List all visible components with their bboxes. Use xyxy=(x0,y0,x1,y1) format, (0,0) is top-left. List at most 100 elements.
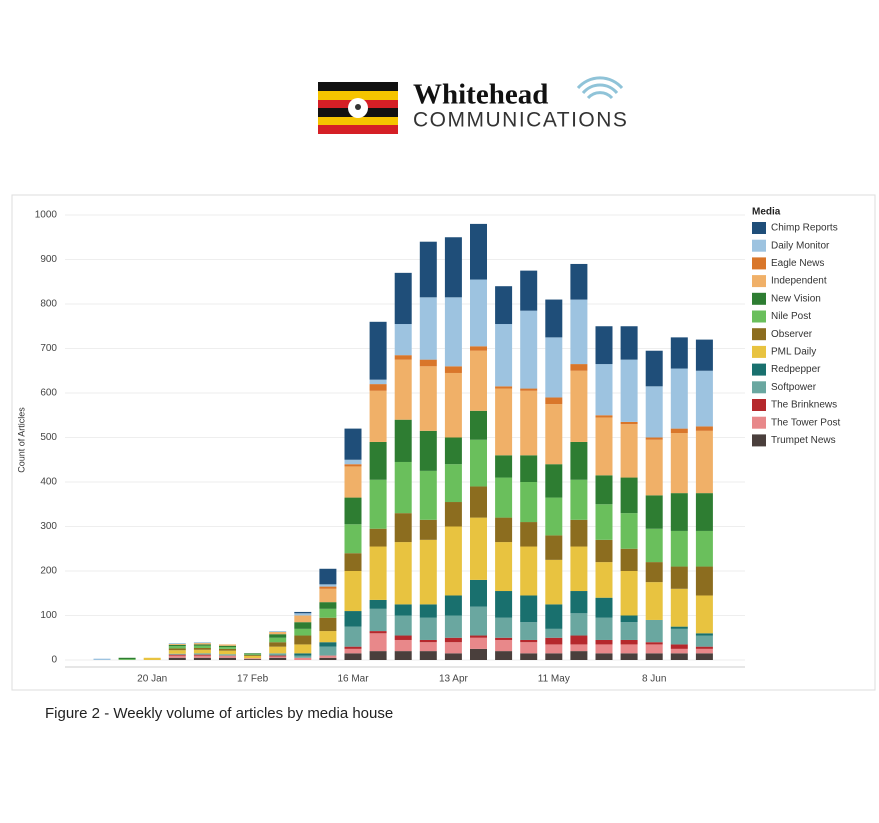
bar-segment xyxy=(168,648,186,651)
bar-segment xyxy=(394,639,412,652)
bar-segment xyxy=(369,321,387,380)
bar-segment xyxy=(394,513,412,543)
bar-segment xyxy=(294,655,312,658)
bar-segment xyxy=(520,622,538,640)
bar-segment xyxy=(219,657,236,660)
bar-segment xyxy=(595,539,613,563)
bar-segment xyxy=(595,562,613,598)
bar-segment xyxy=(620,548,638,571)
bar-segment xyxy=(294,613,312,616)
bar-segment xyxy=(294,653,312,656)
bar-segment xyxy=(369,546,387,600)
bar-segment xyxy=(620,359,638,422)
chart-frame xyxy=(11,194,876,691)
bar-segment xyxy=(645,495,663,529)
bar-segment xyxy=(319,655,337,658)
legend-label: Trumpet News xyxy=(771,435,836,446)
y-tick-label: 300 xyxy=(40,521,57,532)
bar-segment xyxy=(645,644,663,654)
x-tick-label: 17 Feb xyxy=(237,674,269,685)
bar-segment xyxy=(444,464,462,503)
bar-segment xyxy=(595,617,613,640)
y-tick-label: 200 xyxy=(40,566,57,577)
bar-segment xyxy=(193,653,211,655)
bar-segment xyxy=(495,324,513,387)
bar-segment xyxy=(369,608,387,632)
bar-segment xyxy=(294,635,312,645)
bar-segment xyxy=(269,655,287,657)
bar-segment xyxy=(93,658,111,660)
bar-segment xyxy=(570,364,588,371)
y-tick-label: 600 xyxy=(40,388,57,399)
bar-segment xyxy=(444,366,462,373)
legend-swatch xyxy=(752,310,766,323)
bar-segment xyxy=(645,439,663,496)
bar-segment xyxy=(319,642,337,647)
bar-segment xyxy=(344,571,362,612)
bar-segment xyxy=(520,642,538,654)
bar-segment xyxy=(520,482,538,523)
flag-stripe xyxy=(318,117,398,125)
bar-segment xyxy=(294,628,312,636)
bar-segment xyxy=(670,588,688,627)
bar-segment xyxy=(470,223,487,280)
bar-segment xyxy=(193,647,211,650)
bar-segment xyxy=(695,633,713,636)
legend-swatch xyxy=(752,416,766,429)
bar-segment xyxy=(620,477,638,514)
bar-segment xyxy=(419,617,437,640)
bar-segment xyxy=(319,608,337,618)
bar-segment xyxy=(419,639,437,643)
bar-segment xyxy=(219,644,236,646)
legend-swatch xyxy=(752,239,766,252)
bar-segment xyxy=(670,530,688,567)
bar-segment xyxy=(419,297,437,360)
bar-segment xyxy=(294,644,312,654)
bar-segment xyxy=(595,597,613,618)
bar-segment xyxy=(219,648,236,651)
bar-segment xyxy=(369,384,387,391)
bar-segment xyxy=(244,655,262,659)
bar-segment xyxy=(168,655,186,658)
bar-segment xyxy=(344,553,362,571)
bar-segment xyxy=(670,626,688,629)
logo: Whitehead COMMUNICATIONS xyxy=(318,76,627,134)
bar-segment xyxy=(394,359,412,420)
bar-segment xyxy=(470,410,487,440)
bar-segment xyxy=(645,582,663,620)
bar-segment xyxy=(419,519,437,540)
bar-segment xyxy=(394,419,412,462)
flag-stripe xyxy=(318,82,398,91)
bar-segment xyxy=(470,350,487,411)
bar-segment xyxy=(294,657,312,660)
bar-segment xyxy=(419,539,437,605)
x-tick-label: 16 Mar xyxy=(337,674,369,685)
legend-label: The Tower Post xyxy=(771,417,841,428)
bar-segment xyxy=(595,504,613,540)
bar-segment xyxy=(520,270,538,311)
bar-segment xyxy=(269,646,287,654)
bar-segment xyxy=(695,566,713,596)
bar-segment xyxy=(244,659,262,660)
bar-segment xyxy=(344,653,362,660)
bar-segment xyxy=(319,617,337,632)
bar-segment xyxy=(495,477,513,518)
bar-segment xyxy=(545,337,563,398)
bar-segment xyxy=(495,286,513,325)
bar-segment xyxy=(645,562,663,583)
bar-segment xyxy=(444,637,462,643)
legend-swatch xyxy=(752,292,766,305)
bar-segment xyxy=(570,370,588,442)
bar-segment xyxy=(319,631,337,643)
bar-segment xyxy=(168,653,186,655)
bar-segment xyxy=(369,390,387,442)
bar-segment xyxy=(670,628,688,645)
legend-label: PML Daily xyxy=(771,347,816,358)
bar-segment xyxy=(193,655,211,658)
bar-segment xyxy=(495,386,513,389)
bar-segment xyxy=(294,611,312,614)
flag-stripe xyxy=(318,125,398,134)
bar-segment xyxy=(344,464,362,467)
bar-segment xyxy=(570,479,588,520)
bar-segment xyxy=(645,653,663,660)
